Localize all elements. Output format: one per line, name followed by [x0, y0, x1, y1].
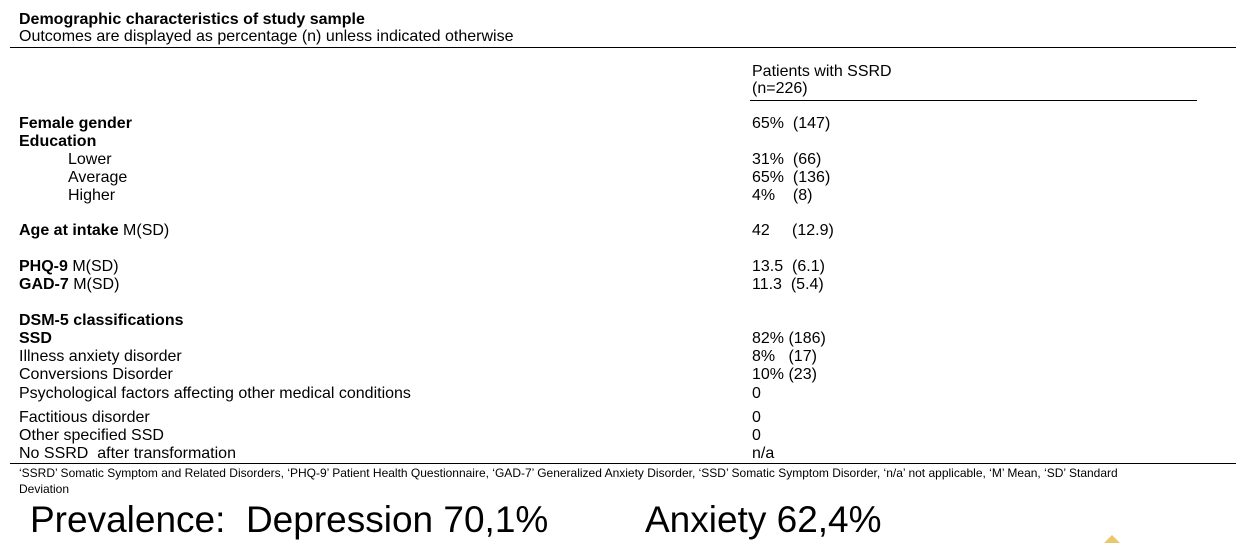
row-label-education-lower: Lower [68, 151, 112, 168]
row-value-gad7: 11.3 (5.4) [752, 276, 824, 293]
row-value-education-lower: 31% (66) [752, 151, 822, 168]
row-value-psych-factors: 0 [752, 385, 761, 402]
footnote-line-2: Deviation [19, 482, 70, 496]
row-label-dsm5: DSM-5 classifications [19, 312, 184, 329]
row-label-age-suffix: M(SD) [118, 222, 170, 239]
row-label-conversion: Conversions Disorder [19, 366, 173, 383]
row-label-illness-anxiety: Illness anxiety disorder [19, 348, 182, 365]
row-label-female-gender: Female gender [19, 115, 132, 132]
row-value-conversion: 10% (23) [752, 366, 817, 383]
row-value-phq9: 13.5 (6.1) [752, 258, 825, 275]
row-label-gad7: GAD-7 M(SD) [19, 276, 119, 294]
row-label-age: Age at intake M(SD) [19, 222, 169, 240]
row-label-factitious: Factitious disorder [19, 409, 150, 426]
row-label-phq9-suffix: M(SD) [67, 258, 119, 275]
row-value-illness-anxiety: 8% (17) [752, 348, 817, 365]
row-label-gad7-suffix: M(SD) [68, 276, 120, 293]
prevalence-depression: Prevalence: Depression 70,1% [30, 499, 549, 540]
row-value-age: 42 (12.9) [752, 222, 834, 239]
table-title: Demographic characteristics of study sam… [19, 11, 365, 28]
decorative-triangle-icon [1104, 535, 1120, 543]
prevalence-anxiety: Anxiety 62,4% [645, 499, 882, 540]
row-value-factitious: 0 [752, 409, 761, 426]
row-value-ssd: 82% (186) [752, 330, 826, 347]
row-label-age-name: Age at intake [19, 222, 119, 239]
row-label-phq9-name: PHQ-9 [19, 258, 68, 275]
column-header-n: (n=226) [752, 80, 808, 97]
row-label-education-higher: Higher [68, 187, 116, 204]
row-value-education-higher: 4% (8) [752, 187, 813, 204]
row-value-other-ssd: 0 [752, 427, 761, 444]
column-header-label: Patients with SSRD [752, 63, 892, 80]
row-value-education-average: 65% (136) [752, 169, 831, 186]
row-label-other-ssd: Other specified SSD [19, 427, 164, 444]
row-label-education: Education [19, 133, 97, 150]
row-label-phq9: PHQ-9 M(SD) [19, 258, 119, 276]
row-value-no-ssrd: n/a [752, 445, 775, 462]
column-header-rule [750, 100, 1197, 101]
footnote-line-1: ‘SSRD’ Somatic Symptom and Related Disor… [19, 466, 1118, 480]
row-label-no-ssrd: No SSRD after transformation [19, 445, 236, 462]
table-subtitle: Outcomes are displayed as percentage (n)… [19, 28, 514, 45]
bottom-rule [10, 463, 1236, 464]
row-label-ssd: SSD [19, 330, 52, 347]
header-rule [10, 47, 1236, 48]
row-label-psych-factors: Psychological factors affecting other me… [19, 385, 411, 402]
row-label-education-average: Average [68, 169, 128, 186]
row-value-female-gender: 65% (147) [752, 115, 831, 132]
row-label-gad7-name: GAD-7 [19, 276, 69, 293]
